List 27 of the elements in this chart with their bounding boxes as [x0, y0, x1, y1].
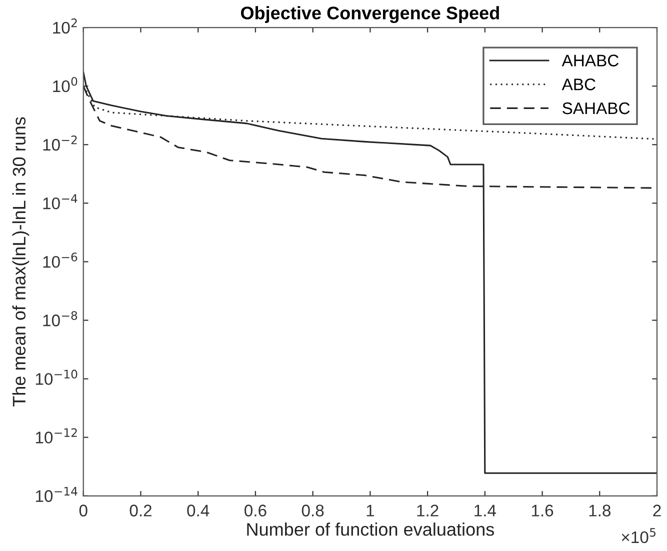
legend-label: ABC [562, 78, 596, 90]
x-tick-label: 0.4 [187, 504, 210, 516]
y-tick-label: 10$^{0}$ [53, 76, 78, 92]
x-tick-label: 0.8 [302, 504, 324, 516]
x-tick-label: 1 [366, 504, 374, 516]
legend-label: SAHABC [562, 102, 630, 114]
x-tick-label: 0.2 [130, 504, 152, 516]
y-tick-label: 10$^{−12}$ [36, 428, 77, 444]
y-tick-label: 10$^{2}$ [53, 18, 77, 34]
x-tick-label: 0 [79, 504, 88, 516]
y-tick-label: 10$^{−2}$ [43, 136, 77, 151]
y-tick-label: 10$^{−14}$ [36, 486, 78, 502]
x-axis-title: Number of function evaluations [247, 522, 494, 536]
x-tick-label: 1.2 [417, 504, 438, 516]
legend-label: AHABC [562, 54, 619, 66]
text: ×10$^{5}$ [622, 528, 656, 544]
y-tick-label: 10$^{−10}$ [36, 370, 78, 385]
x-tick-label: 1.4 [474, 504, 496, 516]
y-tick-label: 10$^{−6}$ [43, 252, 78, 268]
x-tick-label: 0.6 [244, 504, 266, 516]
y-tick-label: 10$^{−8}$ [43, 311, 78, 326]
y-tick-label: 10$^{−4}$ [43, 194, 78, 210]
chart-title: Objective Convergence Speed [240, 6, 499, 24]
x-tick-label: 2 [653, 504, 661, 516]
x-tick-label: 1.6 [532, 504, 554, 516]
x-tick-label: 1.8 [589, 504, 610, 516]
y-axis-title: The mean of max(lnL)-lnL in 30 runs [12, 117, 30, 406]
